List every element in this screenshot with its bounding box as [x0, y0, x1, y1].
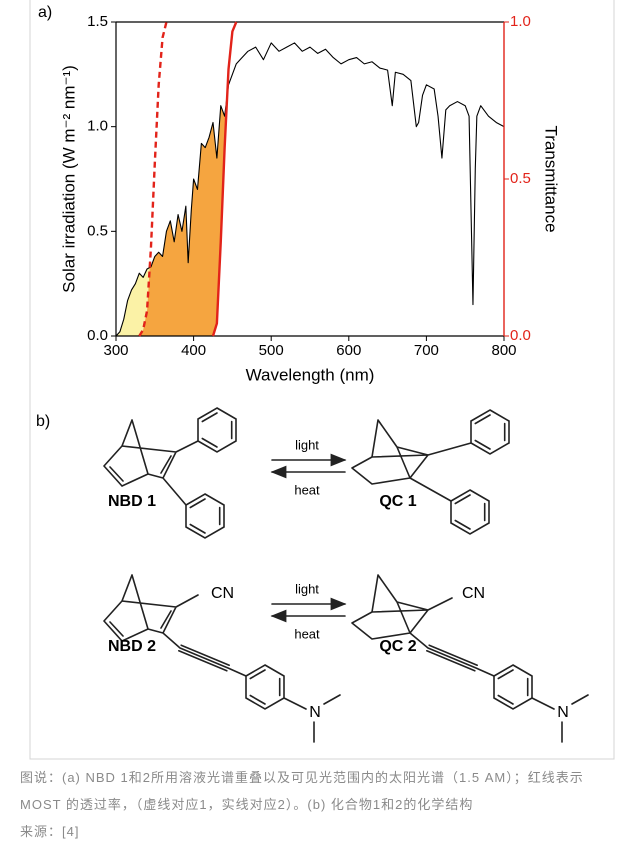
- y-tick-label: 0.0: [87, 327, 108, 344]
- compound-label: NBD 2: [108, 638, 156, 655]
- x-axis-title: Wavelength (nm): [246, 365, 375, 384]
- arrow-label: light: [295, 437, 319, 452]
- y-tick-label: 1.0: [87, 118, 108, 135]
- compound-label: QC 1: [379, 493, 416, 510]
- compound-label: NBD 1: [108, 493, 156, 510]
- arrow-label: heat: [294, 626, 320, 641]
- y-tick-label: 1.5: [87, 13, 108, 30]
- caption-source: 来源：[4]: [20, 824, 80, 839]
- x-tick-label: 400: [181, 342, 206, 359]
- x-tick-label: 500: [259, 342, 284, 359]
- arrow-label: light: [295, 581, 319, 596]
- caption: 图说：(a) NBD 1和2所用溶液光谱重叠以及可见光范围内的太阳光谱（1.5 …: [20, 764, 626, 845]
- y2-tick-label: 1.0: [510, 13, 531, 30]
- y-axis-title: Solar irradiation (W m⁻² nm⁻¹): [59, 65, 78, 293]
- y-tick-label: 0.5: [87, 222, 108, 239]
- x-tick-label: 800: [491, 342, 516, 359]
- scheme: CN N CN N light heat NBD 2 QC 2: [103, 574, 589, 743]
- series-line: [115, 42, 505, 337]
- y2-axis-title: Transmittance: [542, 125, 561, 232]
- substituent: N: [557, 704, 569, 721]
- compound-label: QC 2: [379, 638, 416, 655]
- substituent: CN: [462, 585, 485, 602]
- panel-label: b): [36, 413, 50, 430]
- x-tick-label: 700: [414, 342, 439, 359]
- x-tick-label: 300: [103, 342, 128, 359]
- x-tick-label: 600: [336, 342, 361, 359]
- series-line: [211, 21, 238, 337]
- series-line: [138, 21, 168, 337]
- substituent: N: [309, 704, 321, 721]
- figure-frame: [29, 0, 615, 760]
- panel-label: a): [38, 4, 52, 21]
- y2-tick-label: 0.0: [510, 327, 531, 344]
- caption-text: 图说：(a) NBD 1和2所用溶液光谱重叠以及可见光范围内的太阳光谱（1.5 …: [20, 770, 584, 812]
- y2-tick-label: 0.5: [510, 170, 531, 187]
- scheme: light heat NBD 1 QC 1: [103, 407, 510, 539]
- arrow-label: heat: [294, 482, 320, 497]
- substituent: CN: [211, 585, 234, 602]
- figure: a) b) light heat NBD 1 QC 1 CN N CN N li…: [29, 0, 615, 760]
